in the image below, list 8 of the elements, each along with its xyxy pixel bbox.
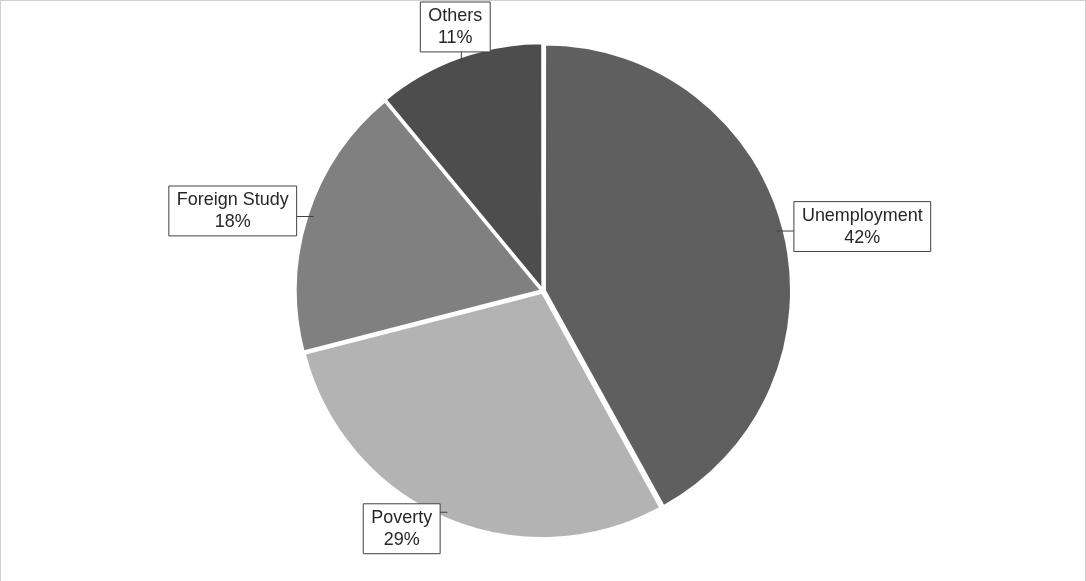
data-label: 18% (214, 210, 251, 231)
slice-label: Foreign Study (176, 188, 289, 209)
slice-label: Unemployment (801, 204, 923, 225)
slice-label: Poverty (371, 506, 433, 527)
data-label: 11% (437, 26, 473, 47)
slice-label: Others (428, 4, 483, 25)
data-label: 42% (844, 226, 881, 247)
data-label: 29% (383, 528, 420, 549)
